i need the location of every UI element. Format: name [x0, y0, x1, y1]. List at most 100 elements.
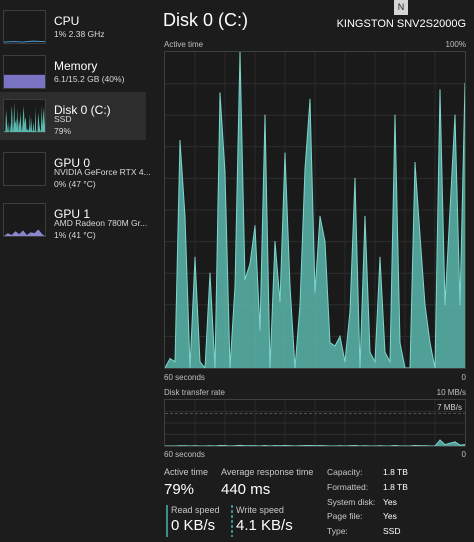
active-time-point — [434, 367, 436, 368]
sidebar-item-gpu1[interactable]: GPU 1 AMD Radeon 780M Gr... 1% (41 °C) — [0, 196, 147, 244]
transfer-rate-point — [229, 445, 231, 446]
active-time-chart-label: Active time — [164, 40, 204, 49]
transfer-rate-point — [349, 445, 351, 446]
active-time-point — [369, 351, 371, 353]
active-time-point — [264, 114, 266, 116]
capacity-key: Capacity: — [327, 467, 363, 477]
transfer-chart-label: Disk transfer rate — [164, 388, 225, 397]
sidebar-item-disk0[interactable]: Disk 0 (C:) SSD 79% — [0, 92, 146, 140]
system-disk-key: System disk: — [327, 497, 376, 507]
transfer-rate-point — [444, 444, 446, 446]
transfer-rate-point — [429, 445, 431, 446]
transfer-rate-point — [279, 445, 281, 446]
n-badge: N — [394, 0, 408, 15]
write-speed-value: 4.1 KB/s — [236, 517, 293, 534]
active-time-point — [174, 361, 176, 363]
active-time-point — [344, 361, 346, 363]
transfer-rate-point — [284, 444, 286, 446]
gpu1-thumbnail — [3, 203, 46, 237]
sidebar-item-gpu0[interactable]: GPU 0 NVIDIA GeForce RTX 4... 0% (47 °C) — [0, 145, 151, 193]
active-time-point — [204, 367, 206, 368]
sidebar: CPU 1% 2.38 GHz Memory 6.1/15.2 GB (40%)… — [0, 0, 151, 542]
transfer-rate-point — [449, 442, 451, 444]
transfer-rate-point — [249, 445, 251, 446]
active-time-point — [359, 367, 361, 368]
active-time-point — [274, 241, 276, 243]
active-time-point — [444, 304, 446, 306]
transfer-rate-point — [344, 445, 346, 446]
transfer-rate-point — [434, 445, 436, 446]
transfer-rate-point — [239, 444, 241, 446]
response-time-label: Average response time — [221, 467, 314, 477]
sidebar-item-sub2: 1% (41 °C) — [54, 230, 96, 240]
transfer-rate-point — [299, 445, 301, 446]
transfer-rate-point — [409, 445, 411, 446]
disk-thumb-area — [4, 101, 45, 132]
active-time-chart-max: 100% — [445, 40, 466, 49]
active-time-point — [339, 335, 341, 337]
active-time-point — [224, 171, 226, 173]
active-time-point — [409, 367, 411, 368]
transfer-rate-point — [354, 444, 356, 446]
active-time-point — [294, 367, 296, 368]
transfer-rate-point — [304, 445, 306, 446]
active-time-point — [404, 367, 406, 368]
type-value: SSD — [383, 526, 401, 536]
active-time-point — [194, 256, 196, 258]
transfer-rate-point — [269, 445, 271, 446]
transfer-rate-point — [394, 444, 396, 446]
active-time-point — [179, 139, 181, 142]
transfer-rate-chart — [164, 399, 466, 447]
transfer-rate-point — [364, 445, 366, 446]
read-speed-value: 0 KB/s — [171, 517, 216, 534]
active-time-point — [269, 367, 271, 368]
transfer-rate-point — [414, 444, 416, 446]
transfer-rate-point — [309, 444, 311, 446]
sidebar-item-title: Disk 0 (C:) — [54, 103, 111, 117]
active-time-point — [199, 361, 201, 363]
page-file-key: Page file: — [327, 511, 363, 521]
active-time-point — [389, 361, 391, 363]
active-time-point — [229, 367, 231, 368]
transfer-rate-point — [174, 445, 176, 446]
active-time-point — [284, 152, 286, 154]
active-time-point — [364, 215, 366, 217]
transfer-rate-point — [374, 445, 376, 446]
transfer-chart-mid: 7 MB/s — [437, 403, 462, 412]
system-disk-value: Yes — [383, 497, 397, 507]
active-time-point — [259, 329, 261, 331]
active-time-point — [334, 345, 336, 347]
sidebar-item-title: Memory — [54, 59, 98, 73]
sidebar-item-cpu[interactable]: CPU 1% 2.38 GHz — [0, 3, 146, 51]
read-speed-label: Read speed — [171, 505, 220, 515]
active-time-point — [414, 162, 416, 164]
active-time-point — [299, 304, 301, 306]
transfer-rate-point — [254, 445, 256, 446]
transfer-rate-point — [464, 444, 465, 446]
active-time-point — [319, 215, 321, 217]
sidebar-item-title: GPU 0 — [54, 156, 91, 170]
transfer-rate-point — [169, 445, 171, 446]
transfer-rate-point — [194, 445, 196, 446]
transfer-rate-point — [314, 445, 316, 446]
gpu0-thumbnail — [3, 152, 46, 186]
active-time-point — [324, 241, 326, 243]
active-time-point — [459, 304, 461, 306]
active-time-point — [239, 52, 241, 53]
active-time-point — [289, 285, 291, 287]
transfer-rate-point — [384, 445, 386, 446]
transfer-rate-point — [264, 444, 266, 446]
active-time-point — [429, 342, 431, 344]
transfer-rate-point — [359, 445, 361, 446]
active-time-point — [439, 89, 441, 91]
transfer-rate-point — [439, 439, 441, 441]
transfer-rate-point — [389, 445, 391, 446]
active-time-point — [165, 367, 166, 368]
sidebar-item-sub2: 79% — [54, 126, 72, 136]
formatted-value: 1.8 TB — [383, 482, 408, 492]
active-time-series-area — [165, 52, 465, 368]
memory-thumbnail — [3, 55, 46, 89]
transfer-rate-point — [259, 445, 261, 446]
sidebar-item-memory[interactable]: Memory 6.1/15.2 GB (40%) — [0, 48, 146, 96]
transfer-rate-point — [369, 445, 371, 446]
